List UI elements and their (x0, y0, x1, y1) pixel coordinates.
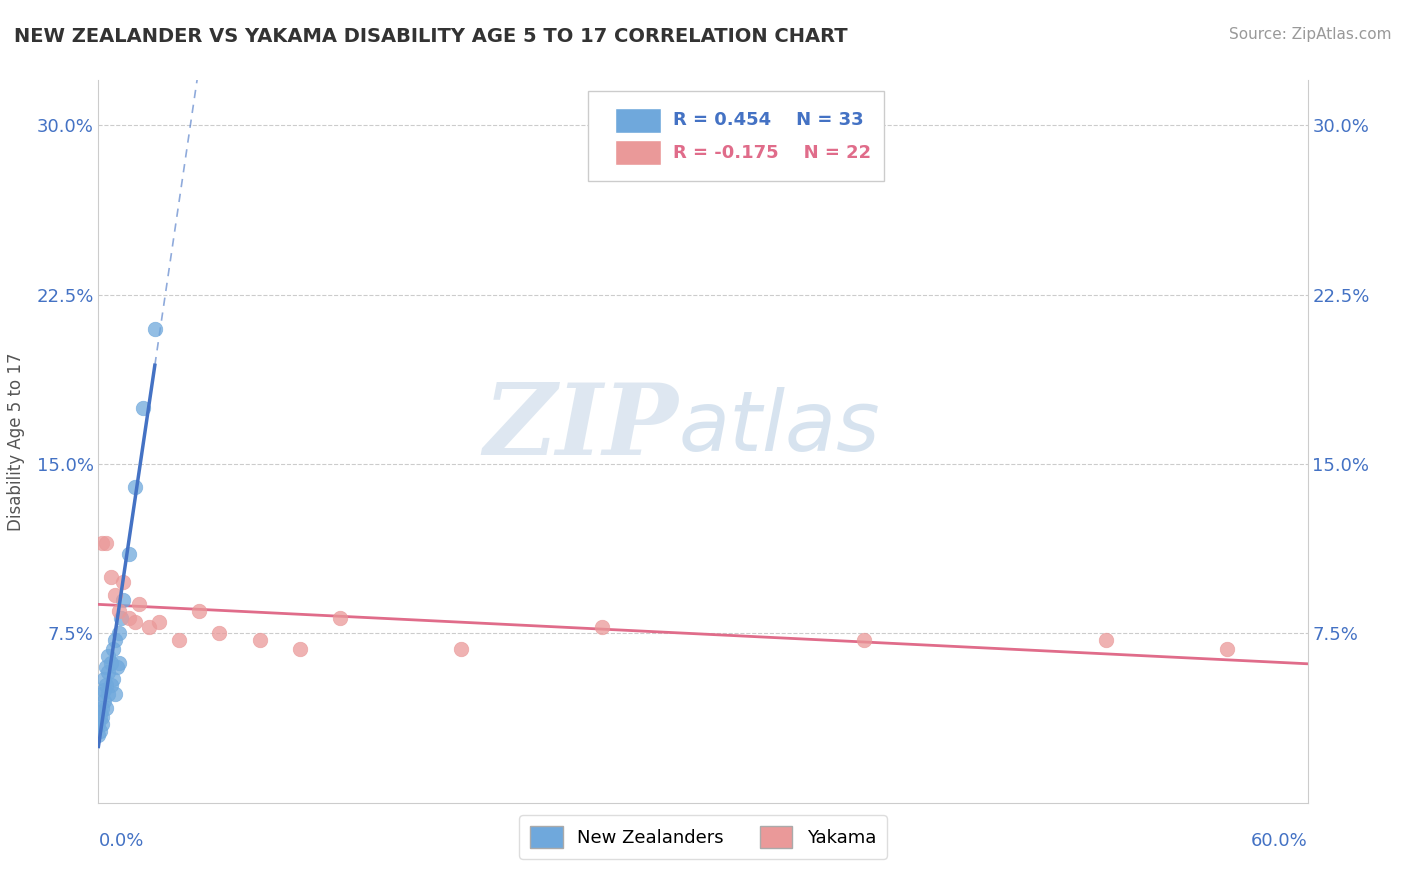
Text: 60.0%: 60.0% (1251, 831, 1308, 850)
Point (101, 672, 124, 686)
Point (100, 656, 122, 670)
Point (450, 642, 472, 657)
Point (87, 728, 110, 742)
Point (96, 660, 118, 674)
Point (91, 701, 114, 715)
Point (329, 610, 352, 624)
Point (103, 687, 125, 701)
Point (103, 633, 125, 648)
Point (96, 536, 118, 550)
Text: R = 0.454    N = 33: R = 0.454 N = 33 (672, 111, 863, 129)
Point (96, 678, 118, 692)
Point (288, 642, 311, 657)
Point (110, 610, 132, 624)
Point (128, 597, 150, 611)
Point (97, 665, 120, 679)
Bar (614, 140, 661, 165)
Y-axis label: Disability Age 5 to 17: Disability Age 5 to 17 (7, 352, 25, 531)
Point (103, 588, 125, 602)
Point (1216, 642, 1239, 657)
Text: ZIP: ZIP (484, 379, 679, 475)
Point (100, 678, 122, 692)
Point (148, 615, 170, 630)
Point (249, 633, 271, 648)
Point (591, 620, 613, 634)
Point (100, 570, 122, 584)
Point (91, 687, 114, 701)
Point (138, 620, 160, 634)
Point (118, 548, 141, 562)
Point (87, 716, 110, 731)
Point (111, 574, 134, 589)
Point (93, 672, 115, 686)
Text: atlas: atlas (679, 386, 880, 467)
FancyBboxPatch shape (588, 91, 884, 181)
Point (89, 710, 111, 724)
Legend: New Zealanders, Yakama: New Zealanders, Yakama (519, 815, 887, 859)
Point (111, 592, 134, 607)
Text: R = -0.175    N = 22: R = -0.175 N = 22 (672, 144, 870, 161)
Point (188, 604, 211, 618)
Point (1095, 633, 1118, 648)
Point (97, 687, 120, 701)
Point (124, 615, 146, 630)
Text: Source: ZipAtlas.com: Source: ZipAtlas.com (1229, 27, 1392, 42)
Point (853, 633, 876, 648)
Point (93, 694, 115, 708)
Point (101, 642, 124, 657)
Point (105, 660, 128, 674)
Point (167, 633, 190, 648)
Point (89, 706, 111, 720)
Point (143, 321, 166, 335)
Point (118, 610, 141, 624)
Point (107, 626, 129, 640)
Point (124, 480, 146, 494)
Point (132, 401, 155, 415)
Point (107, 656, 129, 670)
Point (97, 648, 120, 663)
Point (89, 723, 111, 738)
Bar (614, 109, 661, 133)
Point (91, 716, 114, 731)
Point (208, 626, 231, 640)
Point (107, 604, 129, 618)
Text: NEW ZEALANDER VS YAKAMA DISABILITY AGE 5 TO 17 CORRELATION CHART: NEW ZEALANDER VS YAKAMA DISABILITY AGE 5… (14, 27, 848, 45)
Point (93, 682, 115, 697)
Point (91, 710, 114, 724)
Point (96, 701, 118, 715)
Point (91, 536, 114, 550)
Text: 0.0%: 0.0% (98, 831, 143, 850)
